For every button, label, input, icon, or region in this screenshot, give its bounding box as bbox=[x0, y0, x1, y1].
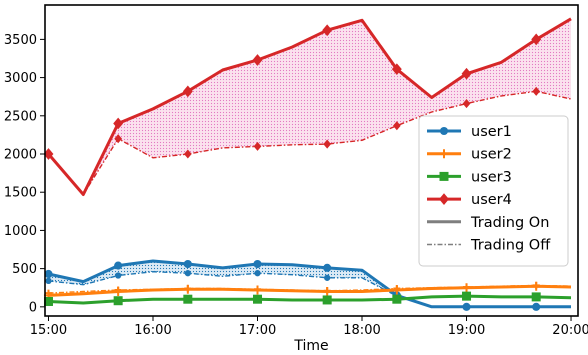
data-point bbox=[531, 33, 542, 46]
data-point bbox=[532, 281, 540, 289]
data-point bbox=[113, 296, 123, 306]
line-user2-on bbox=[48, 284, 572, 297]
y-tick-label: 1000 bbox=[4, 224, 37, 239]
line-user4-on bbox=[47, 17, 572, 196]
legend-label: user2 bbox=[471, 147, 512, 163]
data-point bbox=[323, 139, 332, 149]
line-user3-on bbox=[48, 294, 572, 305]
data-point bbox=[183, 149, 192, 159]
y-tick-label: 2500 bbox=[4, 109, 37, 124]
data-point bbox=[114, 261, 123, 270]
x-axis-label: Time bbox=[293, 338, 328, 354]
data-point bbox=[392, 121, 401, 131]
data-point bbox=[253, 259, 262, 269]
data-point bbox=[183, 259, 192, 269]
y-tick-label: 1500 bbox=[4, 186, 37, 201]
data-point bbox=[392, 294, 402, 304]
x-tick-label: 20:00 bbox=[552, 323, 588, 338]
legend-label: user3 bbox=[471, 169, 512, 185]
data-point bbox=[532, 302, 541, 311]
y-tick-label: 0 bbox=[29, 300, 37, 315]
data-point bbox=[439, 193, 449, 205]
legend: user1 user2 user3 user4 Trading On Trading Of… bbox=[418, 115, 569, 267]
y-tick-label: 3000 bbox=[4, 71, 37, 86]
data-point bbox=[254, 285, 262, 293]
data-point bbox=[114, 286, 122, 294]
data-point bbox=[322, 24, 333, 37]
data-point bbox=[393, 284, 401, 292]
series-lines bbox=[47, 17, 572, 309]
series-markers bbox=[43, 24, 542, 311]
data-point bbox=[462, 302, 471, 311]
data-point bbox=[322, 295, 332, 305]
data-point bbox=[463, 283, 471, 291]
legend-label: Trading Off bbox=[470, 238, 551, 254]
data-point bbox=[44, 269, 53, 279]
y-tick-label: 2000 bbox=[4, 148, 37, 163]
data-point bbox=[462, 99, 471, 109]
data-point bbox=[439, 171, 449, 181]
line-user1-on bbox=[48, 259, 571, 309]
x-tick-label: 19:00 bbox=[448, 323, 485, 338]
data-point bbox=[531, 292, 541, 302]
data-point bbox=[439, 149, 449, 159]
y-axis-ticks: 0 500 1000 1500 2000 2500 3000 3500 bbox=[4, 33, 45, 315]
shade-user4 bbox=[48, 18, 571, 195]
y-tick-label: 500 bbox=[12, 262, 37, 277]
data-point bbox=[253, 294, 263, 304]
data-point bbox=[323, 263, 332, 272]
x-axis-ticks: 15:00 16:00 17:00 18:00 19:00 20:00 bbox=[30, 316, 588, 338]
shade-user1 bbox=[48, 261, 571, 307]
data-point bbox=[252, 54, 263, 66]
x-tick-label: 18:00 bbox=[343, 323, 380, 338]
data-point bbox=[183, 294, 193, 304]
data-point bbox=[182, 85, 193, 98]
data-point bbox=[532, 86, 541, 96]
data-point bbox=[45, 277, 52, 285]
data-point bbox=[44, 289, 52, 297]
data-point bbox=[184, 270, 191, 277]
data-point bbox=[324, 274, 331, 281]
x-tick-label: 15:00 bbox=[30, 323, 67, 338]
legend-label: user4 bbox=[471, 192, 512, 208]
legend-label: Trading On bbox=[470, 215, 549, 231]
data-point bbox=[115, 272, 122, 279]
data-point bbox=[113, 117, 124, 130]
data-point bbox=[254, 270, 261, 277]
y-tick-label: 3500 bbox=[4, 33, 37, 48]
data-point bbox=[43, 296, 53, 306]
plot-frame bbox=[44, 4, 579, 317]
data-point bbox=[253, 141, 262, 151]
x-tick-label: 17:00 bbox=[239, 323, 276, 338]
data-point bbox=[391, 63, 402, 76]
line-user4-off bbox=[47, 90, 572, 196]
legend-label: user1 bbox=[471, 124, 512, 140]
data-point bbox=[114, 134, 123, 144]
x-tick-label: 16:00 bbox=[134, 323, 171, 338]
data-point bbox=[439, 126, 449, 136]
data-point bbox=[461, 67, 472, 80]
data-point bbox=[184, 284, 192, 292]
data-point bbox=[43, 148, 54, 160]
data-point bbox=[323, 287, 331, 295]
data-point bbox=[462, 291, 472, 301]
